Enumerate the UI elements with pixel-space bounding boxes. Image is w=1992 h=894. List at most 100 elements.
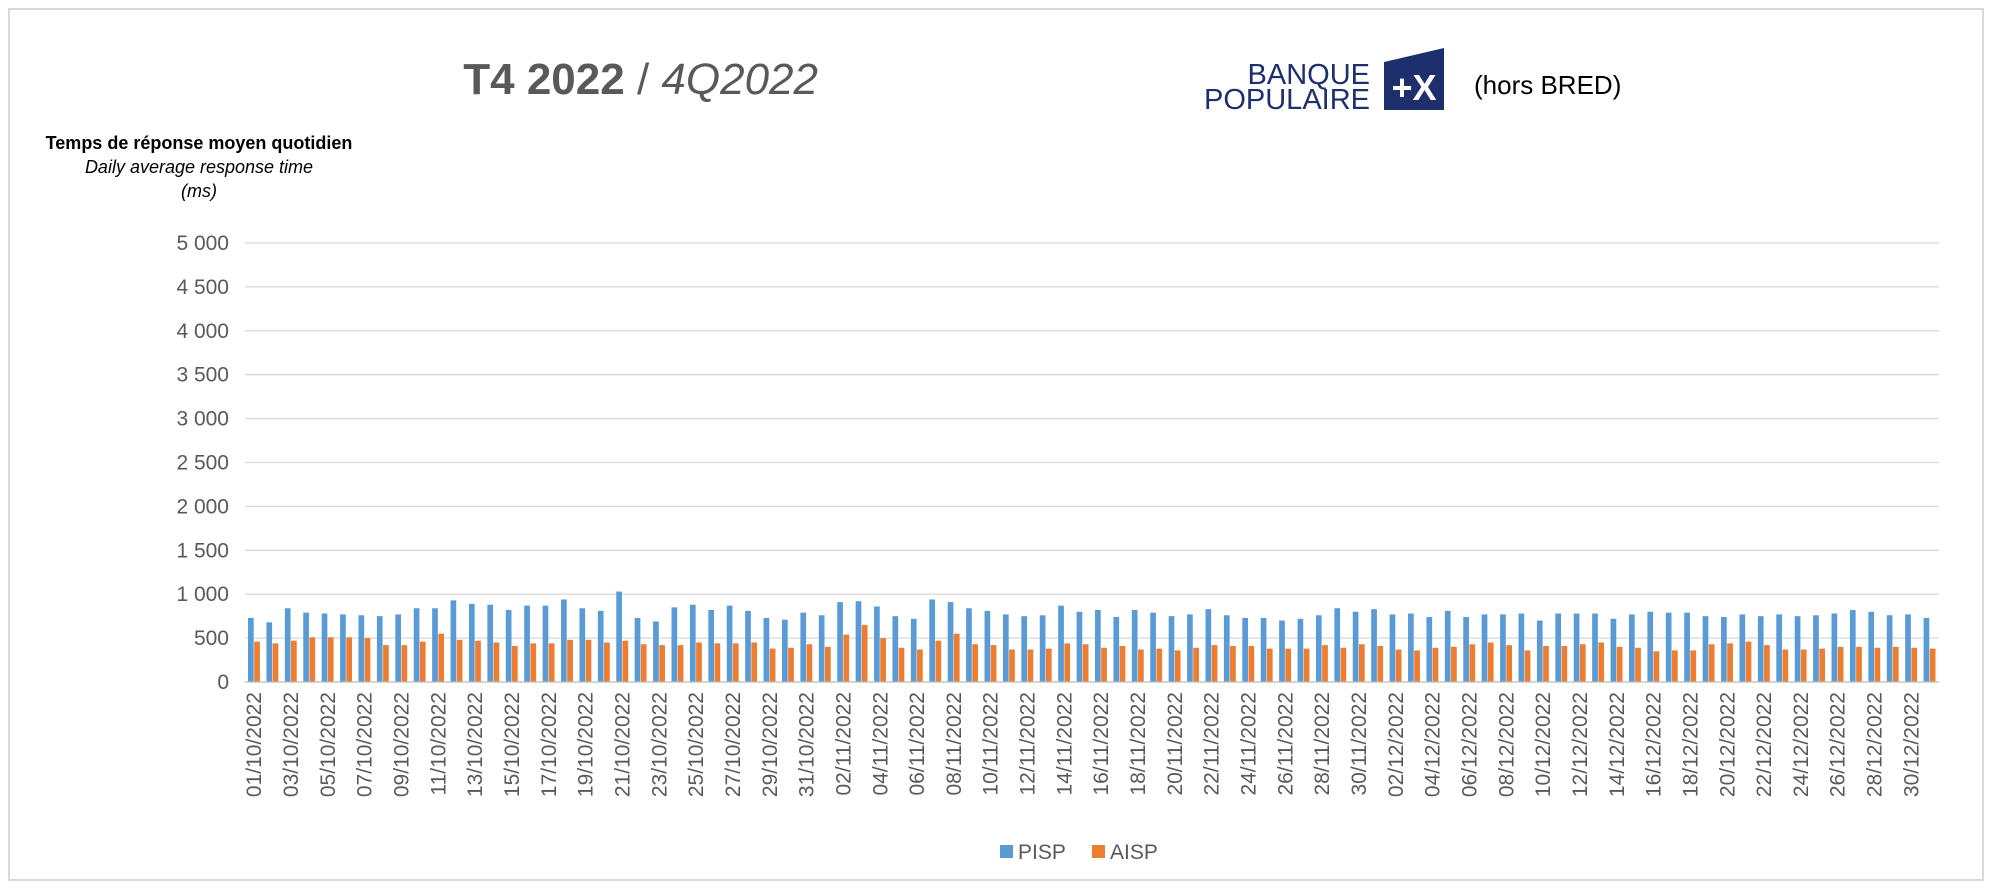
x-tick-label: 02/11/2022	[832, 692, 855, 796]
bar	[1905, 614, 1911, 682]
bar	[291, 640, 297, 682]
bar	[401, 645, 408, 682]
bar	[1813, 615, 1819, 682]
bar	[1635, 647, 1641, 682]
bar	[800, 612, 807, 682]
bar	[395, 614, 402, 682]
note: (hors BRED)	[1474, 70, 1621, 100]
bar	[358, 615, 365, 682]
y-tick-label: 3 000	[176, 408, 229, 431]
bar	[579, 608, 586, 682]
bar	[1119, 646, 1126, 682]
bar	[1708, 644, 1715, 682]
bar	[825, 646, 831, 682]
bar	[990, 645, 997, 682]
bar	[874, 606, 880, 682]
bar	[653, 621, 659, 682]
x-tick-label: 13/10/2022	[464, 692, 487, 797]
bar	[1408, 613, 1414, 682]
x-tick-label: 09/10/2022	[391, 692, 414, 797]
x-tick-label: 18/12/2022	[1679, 692, 1702, 797]
bar	[966, 608, 972, 682]
bar	[1849, 610, 1856, 682]
x-tick-label: 16/11/2022	[1090, 692, 1113, 796]
bar	[475, 640, 481, 682]
bar	[346, 637, 352, 682]
x-tick-label: 01/10/2022	[243, 692, 266, 797]
bar	[1168, 616, 1175, 682]
bar	[1598, 642, 1605, 682]
x-tick-label: 08/12/2022	[1495, 692, 1518, 797]
bar	[438, 633, 445, 682]
bar	[843, 634, 850, 682]
x-tick-label: 18/11/2022	[1127, 692, 1150, 796]
bar	[1616, 646, 1623, 682]
bar	[745, 610, 751, 682]
x-tick-label: 05/10/2022	[317, 692, 340, 797]
bar	[861, 624, 868, 682]
bar	[1211, 645, 1218, 682]
chart-title: T4 2022	[463, 55, 624, 104]
y-tick-label: 5 000	[176, 232, 229, 255]
x-tick-label: 27/10/2022	[722, 692, 745, 797]
bar	[1138, 649, 1144, 682]
bar	[929, 599, 935, 682]
bar	[972, 644, 979, 682]
bar	[419, 641, 426, 682]
bar	[327, 637, 334, 682]
bar	[1002, 614, 1009, 682]
bar	[1592, 613, 1598, 682]
bar	[1352, 611, 1359, 682]
bar	[1297, 618, 1304, 682]
y-tick-label: 2 500	[176, 452, 229, 475]
bar	[1193, 647, 1199, 682]
bar	[364, 638, 371, 682]
bar	[616, 591, 622, 682]
bar	[1911, 647, 1918, 682]
bar	[1653, 651, 1660, 682]
bar	[604, 642, 610, 682]
bar	[1684, 612, 1690, 682]
bar	[511, 646, 518, 682]
x-tick-label: 20/11/2022	[1164, 692, 1187, 796]
bar	[432, 608, 438, 682]
bar	[732, 643, 739, 682]
bar	[953, 633, 960, 682]
x-tick-label: 06/11/2022	[906, 692, 929, 796]
bar	[248, 617, 254, 682]
bar	[984, 610, 991, 682]
bar	[1279, 620, 1285, 682]
x-tick-label: 19/10/2022	[575, 692, 598, 797]
bar	[818, 615, 825, 682]
x-tick-label: 16/12/2022	[1643, 692, 1666, 797]
bar	[726, 605, 733, 682]
bar	[1285, 648, 1292, 682]
legend-label: AISP	[1110, 841, 1158, 864]
x-tick-label: 26/11/2022	[1274, 692, 1297, 796]
logo-icon: +X	[1384, 48, 1444, 110]
x-tick-label: 28/11/2022	[1311, 692, 1334, 796]
bar	[1187, 614, 1193, 682]
bar	[781, 619, 788, 682]
bar	[567, 639, 573, 682]
x-tick-label: 22/11/2022	[1201, 692, 1224, 796]
bar	[1757, 616, 1764, 682]
x-tick-label: 11/10/2022	[427, 692, 450, 796]
bar	[1156, 648, 1163, 682]
bar	[1009, 649, 1015, 682]
bar	[1463, 617, 1469, 682]
bar	[714, 643, 721, 682]
x-tick-label: 31/10/2022	[796, 692, 819, 797]
bar	[1248, 646, 1255, 682]
bar	[1794, 616, 1801, 682]
bar	[910, 618, 917, 682]
bar	[1831, 613, 1838, 682]
bar	[309, 637, 316, 682]
bar	[1303, 648, 1310, 682]
bar	[303, 612, 309, 682]
bar	[413, 608, 420, 682]
x-tick-label: 21/10/2022	[611, 692, 634, 797]
bar	[1131, 610, 1138, 682]
bar	[1395, 649, 1402, 682]
